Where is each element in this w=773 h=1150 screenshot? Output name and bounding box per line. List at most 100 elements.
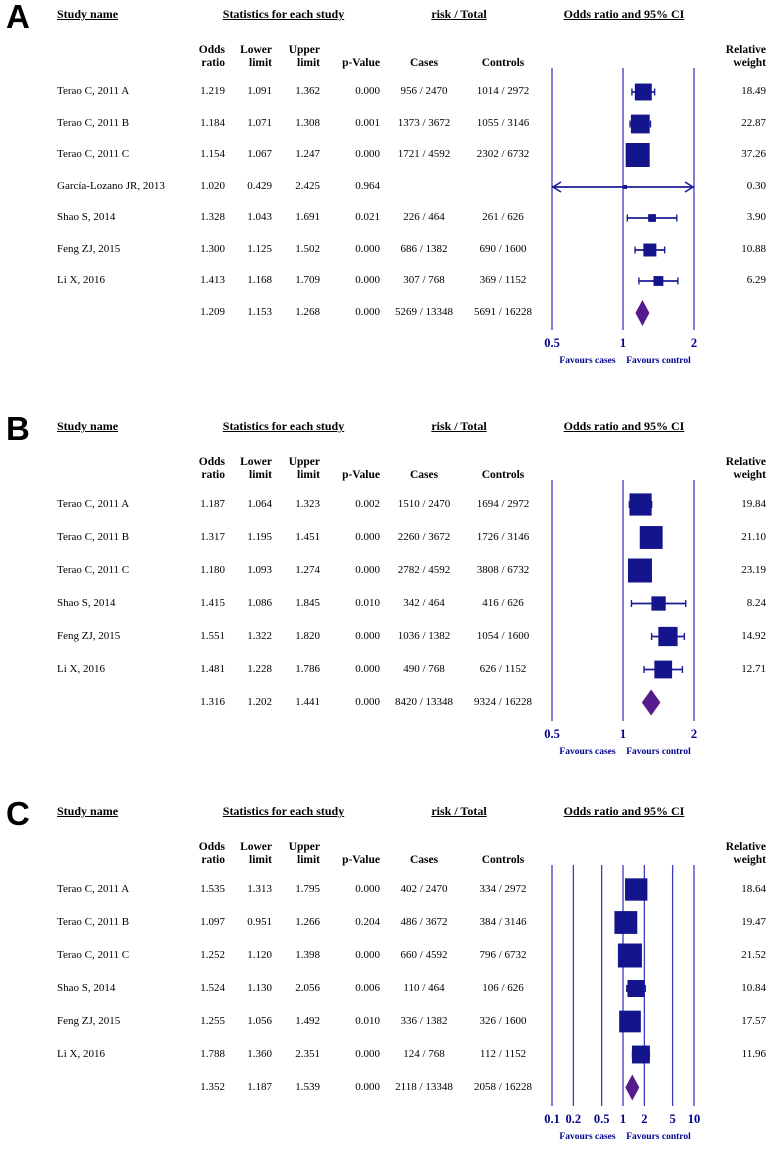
p-value-cell: 0.204: [355, 916, 380, 929]
controls-col-header: Controls: [481, 853, 525, 866]
stats-group-label: Statistics for each study: [222, 804, 345, 818]
cases-col-header: Cases: [409, 56, 439, 69]
p-value-cell: 0.000: [355, 949, 380, 962]
panel-a: A Study name Statistics for each study risk…: [0, 0, 773, 386]
study-name-label: Study name: [57, 7, 119, 21]
cases-cell: 336 / 1382: [400, 1015, 448, 1028]
upper-limit-cell: 1.247: [295, 148, 320, 161]
lower-limit-cell: 1.091: [247, 85, 272, 98]
lower-limit-cell: 1.228: [247, 663, 272, 676]
cases-cell: 1373 / 3672: [397, 116, 451, 129]
controls-cell: 5691 / 16228: [473, 305, 533, 318]
weight-cell: 6.29: [746, 274, 766, 287]
study-row: Li X, 2016 1.413 1.168 1.709 0.000 307 / 768 3…: [0, 265, 773, 297]
stats-group-header: Statistics for each study: [187, 7, 380, 22]
cases-cell: 110 / 464: [403, 982, 445, 995]
rows-container: Terao C, 2011 A 1.187 1.064 1.323 0.002 1510 …: [0, 488, 773, 719]
weight-cell: 19.84: [741, 498, 766, 511]
axis-tick-label: 2: [691, 336, 697, 350]
weight-cell: 19.47: [741, 916, 766, 929]
plot-group-header: Odds ratio and 95% CI: [538, 804, 710, 819]
odds-ratio-cell: 1.317: [200, 531, 225, 544]
risk-group-header: risk / Total: [380, 419, 538, 434]
p-value-cell: 0.021: [355, 211, 380, 224]
cases-cell: 2782 / 4592: [397, 564, 451, 577]
weight-cell: 8.24: [746, 597, 766, 610]
odds-ratio-col-header: Odds ratio: [198, 840, 225, 866]
plot-group-label: Odds ratio and 95% CI: [563, 419, 685, 433]
p-value-cell: 0.000: [355, 883, 380, 896]
weight-cell: 17.57: [741, 1015, 766, 1028]
lower-limit-cell: 1.153: [247, 305, 272, 318]
study-row: Terao C, 2011 C 1.252 1.120 1.398 0.000 660 /…: [0, 939, 773, 972]
risk-group-label: risk / Total: [431, 7, 487, 21]
group-header-row: Study name Statistics for each study risk …: [0, 419, 773, 442]
odds-ratio-cell: 1.352: [200, 1081, 225, 1094]
axis-tick-label: 2: [641, 1112, 647, 1126]
column-header-row: Odds ratio Lower limit Upper limit p-Value C…: [0, 442, 773, 482]
favours-control-label: Favours control: [626, 356, 691, 366]
p-value-cell: 0.000: [355, 630, 380, 643]
stats-group-header: Statistics for each study: [187, 419, 380, 434]
controls-cell: 1726 / 3146: [476, 531, 530, 544]
study-name-cell: Shao S, 2014: [57, 982, 116, 995]
cases-cell: 1036 / 1382: [397, 630, 451, 643]
controls-cell: 3808 / 6732: [476, 564, 530, 577]
study-name-cell: Terao C, 2011 C: [57, 564, 130, 577]
controls-cell: 112 / 1152: [479, 1048, 527, 1061]
cases-col-header: Cases: [409, 468, 439, 481]
study-name-cell: Feng ZJ, 2015: [57, 1015, 121, 1028]
study-name-cell: Terao C, 2011 C: [57, 148, 130, 161]
weight-cell: 0.30: [746, 179, 766, 192]
relative-weight-col-header: Relative weight: [725, 840, 766, 866]
study-name-cell: Terao C, 2011 C: [57, 949, 130, 962]
study-row: Li X, 2016 1.788 1.360 2.351 0.000 124 / 768 1…: [0, 1038, 773, 1071]
axis-tick-label: 5: [670, 1112, 676, 1126]
cases-cell: 402 / 2470: [400, 883, 448, 896]
study-row: Shao S, 2014 1.415 1.086 1.845 0.010 342 / 46…: [0, 587, 773, 620]
cases-cell: 686 / 1382: [400, 242, 448, 255]
odds-ratio-cell: 1.328: [200, 211, 225, 224]
column-header-row: Odds ratio Lower limit Upper limit p-Value C…: [0, 30, 773, 70]
lower-limit-col-header: Lower limit: [240, 840, 272, 866]
p-value-cell: 0.000: [355, 85, 380, 98]
panel-b: B Study name Statistics for each study risk…: [0, 412, 773, 777]
study-name-cell: Terao C, 2011 B: [57, 916, 130, 929]
upper-limit-cell: 1.451: [295, 531, 320, 544]
rows-container: Terao C, 2011 A 1.219 1.091 1.362 0.000 956 /…: [0, 76, 773, 328]
study-name-cell: Feng ZJ, 2015: [57, 630, 121, 643]
odds-ratio-cell: 1.097: [200, 916, 225, 929]
weight-cell: 10.88: [741, 242, 766, 255]
upper-limit-cell: 1.362: [295, 85, 320, 98]
odds-ratio-cell: 1.300: [200, 242, 225, 255]
controls-cell: 1014 / 2972: [476, 85, 530, 98]
odds-ratio-cell: 1.415: [200, 597, 225, 610]
lower-limit-cell: 1.056: [247, 1015, 272, 1028]
plot-group-header: Odds ratio and 95% CI: [538, 7, 710, 22]
study-name-cell: García-Lozano JR, 2013: [57, 179, 165, 192]
controls-cell: 261 / 626: [482, 211, 524, 224]
cases-cell: 486 / 3672: [400, 916, 448, 929]
axis-tick-label: 0.5: [594, 1112, 610, 1126]
p-value-cell: 0.001: [355, 116, 380, 129]
controls-cell: 690 / 1600: [479, 242, 527, 255]
favours-cases-label: Favours cases: [559, 356, 616, 366]
stats-group-header: Statistics for each study: [187, 804, 380, 819]
controls-cell: 9324 / 16228: [473, 696, 533, 709]
study-row: García-Lozano JR, 2013 1.020 0.429 2.425 0.9…: [0, 171, 773, 203]
lower-limit-cell: 1.130: [247, 982, 272, 995]
study-row: Li X, 2016 1.481 1.228 1.786 0.000 490 / 768 6…: [0, 653, 773, 686]
upper-limit-col-header: Upper limit: [288, 455, 320, 481]
upper-limit-cell: 1.274: [295, 564, 320, 577]
study-name-cell: Li X, 2016: [57, 663, 105, 676]
upper-limit-cell: 1.845: [295, 597, 320, 610]
upper-limit-cell: 1.398: [295, 949, 320, 962]
plot-group-label: Odds ratio and 95% CI: [563, 804, 685, 818]
p-value-cell: 0.964: [355, 179, 380, 192]
upper-limit-cell: 2.425: [295, 179, 320, 192]
controls-col-header: Controls: [481, 468, 525, 481]
weight-cell: 37.26: [741, 148, 766, 161]
p-value-cell: 0.000: [355, 696, 380, 709]
upper-limit-cell: 1.820: [295, 630, 320, 643]
